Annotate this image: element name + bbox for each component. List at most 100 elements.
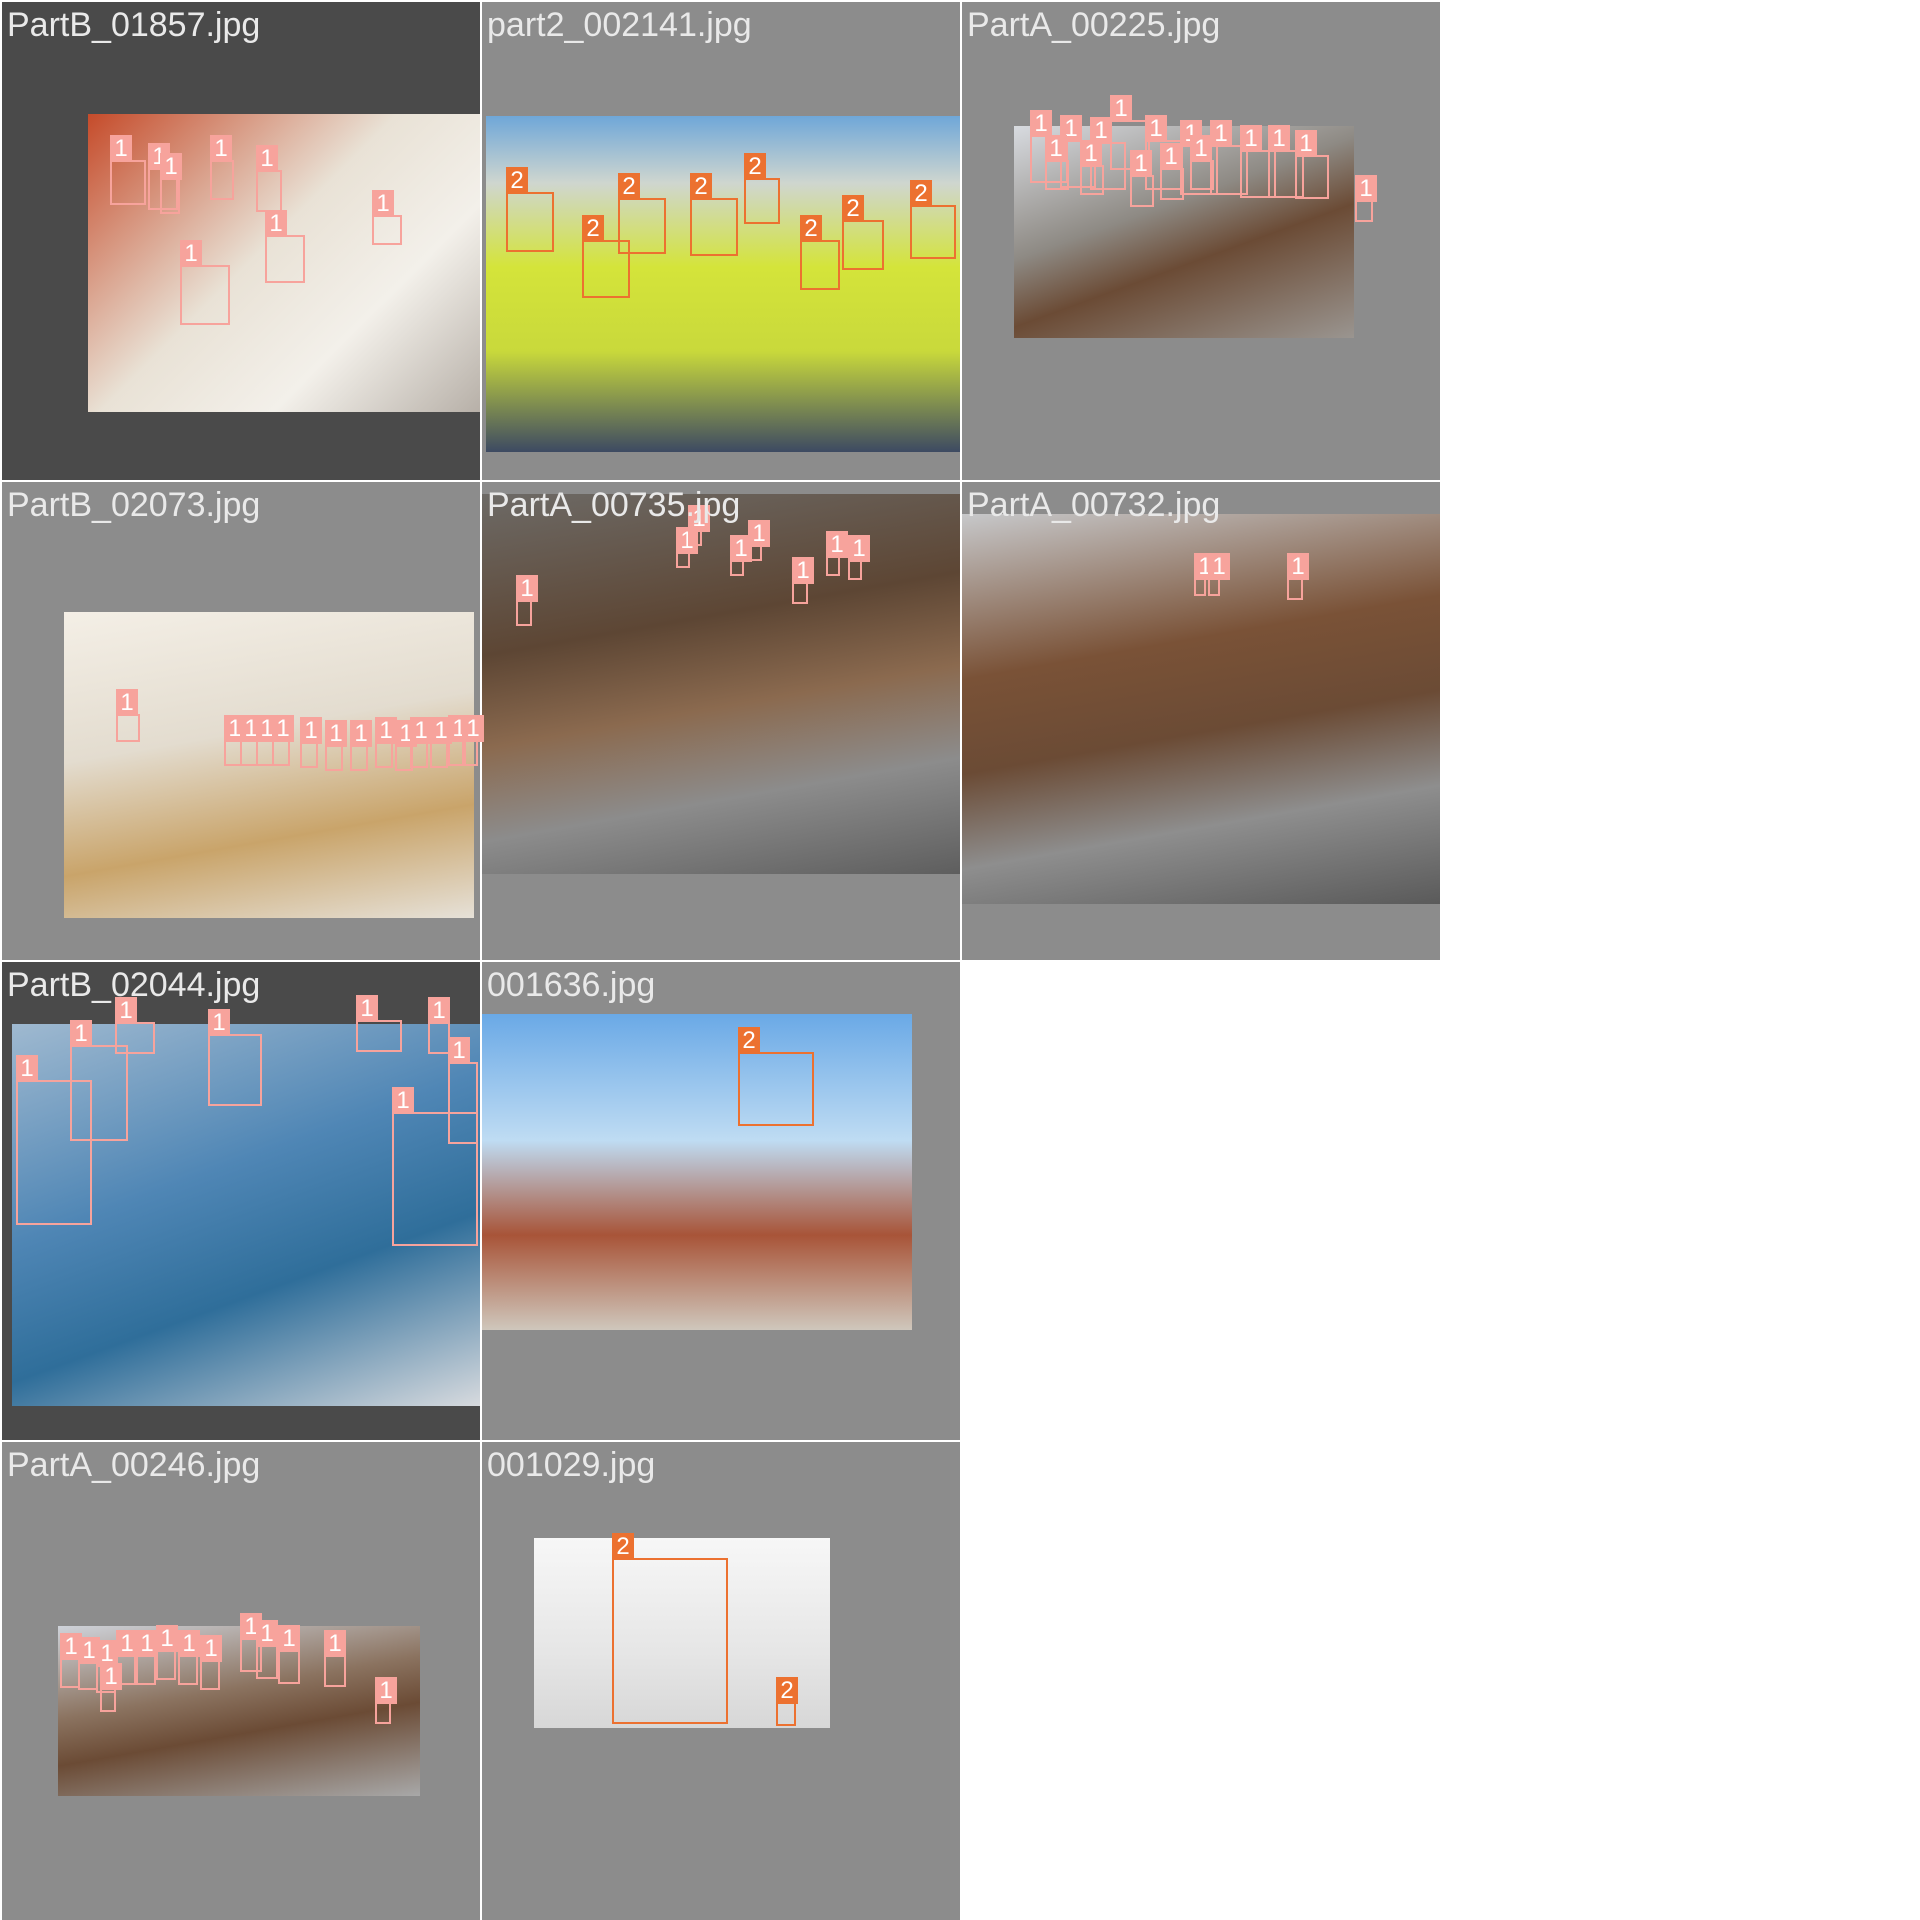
box-class-label: 1 <box>1190 135 1212 162</box>
bounding-box-class-1: 1 <box>848 535 870 580</box>
bounding-box-class-2: 2 <box>618 173 666 254</box>
box-class-label: 1 <box>156 1625 178 1652</box>
bounding-box-class-2: 2 <box>776 1677 798 1726</box>
bounding-box-class-1: 1 <box>324 1630 346 1687</box>
box-class-label: 1 <box>16 1055 38 1082</box>
box-class-label: 1 <box>272 715 294 742</box>
box-class-label: 1 <box>78 1637 100 1664</box>
box-class-label: 2 <box>618 173 640 200</box>
bounding-box-class-1: 1 <box>116 1630 138 1685</box>
bounding-box-class-1: 1 <box>1045 135 1069 190</box>
image-tile[interactable]: PartB_01857.jpg <box>2 2 480 480</box>
bounding-box-class-1: 1 <box>428 997 450 1054</box>
image-tile[interactable]: PartA_00225.jpg <box>962 2 1440 480</box>
box-class-label: 1 <box>410 717 432 744</box>
bounding-box-class-1: 1 <box>350 720 372 771</box>
box-class-label: 2 <box>842 195 864 222</box>
bounding-box-class-1: 1 <box>156 1625 178 1680</box>
box-class-label: 1 <box>676 527 698 554</box>
box-class-label: 1 <box>300 717 322 744</box>
box-class-label: 1 <box>325 720 347 747</box>
box-class-label: 1 <box>100 1663 122 1690</box>
bounding-box-class-2: 2 <box>738 1027 814 1126</box>
box-class-label: 2 <box>582 215 604 242</box>
box-class-label: 1 <box>516 575 538 602</box>
bounding-box-class-1: 1 <box>688 505 710 546</box>
bounding-box-class-1: 1 <box>356 995 402 1052</box>
box-class-label: 1 <box>1110 95 1132 122</box>
box-class-label: 1 <box>792 557 814 584</box>
box-class-label: 1 <box>180 240 202 267</box>
bounding-box-class-2: 2 <box>842 195 884 270</box>
bounding-box-class-1: 1 <box>60 1633 82 1688</box>
bounding-box-class-1: 1 <box>462 715 484 766</box>
box-class-label: 1 <box>115 997 137 1024</box>
bounding-box-class-1: 1 <box>272 715 294 766</box>
bounding-box-class-1: 1 <box>410 717 432 768</box>
box-class-label: 1 <box>1160 143 1182 170</box>
image-tile[interactable]: part2_002141.jpg <box>482 2 960 480</box>
box-class-label: 1 <box>200 1635 222 1662</box>
image-tile[interactable]: PartA_00735.jpg <box>482 482 960 960</box>
bounding-box-class-2: 2 <box>612 1533 728 1724</box>
bounding-box-class-1: 1 <box>792 557 814 604</box>
box-class-label: 1 <box>1090 117 1112 144</box>
box-class-label: 1 <box>324 1630 346 1657</box>
bounding-box-class-1: 1 <box>1295 130 1329 199</box>
box-class-label: 1 <box>848 535 870 562</box>
box-class-label: 1 <box>462 715 484 742</box>
bounding-box-class-2: 2 <box>690 173 738 256</box>
tile-photo <box>482 1014 912 1330</box>
tile-filename: part2_002141.jpg <box>487 6 752 44</box>
bounding-box-class-1: 1 <box>100 1663 122 1712</box>
image-tile[interactable]: 001029.jpg <box>482 1442 960 1920</box>
box-class-label: 1 <box>210 135 232 162</box>
image-tile[interactable]: PartA_00732.jpg <box>962 482 1440 960</box>
bounding-box-class-2: 2 <box>506 167 554 252</box>
bounding-box-class-1: 1 <box>375 717 397 768</box>
bounding-box-class-1: 1 <box>1194 553 1216 596</box>
bounding-box-class-1: 1 <box>265 210 305 283</box>
box-class-label: 1 <box>392 1087 414 1114</box>
box-class-label: 1 <box>826 531 848 558</box>
box-class-label: 1 <box>60 1633 82 1660</box>
box-class-label: 1 <box>110 135 132 162</box>
box-class-label: 1 <box>1080 140 1102 167</box>
bounding-box-class-1: 1 <box>278 1625 300 1684</box>
bounding-box-class-1: 1 <box>1208 553 1230 596</box>
bounding-box-class-1: 1 <box>325 720 347 771</box>
box-class-label: 1 <box>256 1620 278 1647</box>
box-class-label: 1 <box>1295 130 1317 157</box>
box-class-label: 2 <box>744 153 766 180</box>
tile-photo <box>1014 126 1354 338</box>
bounding-box-class-1: 1 <box>1190 135 1214 190</box>
box-class-label: 1 <box>748 520 770 547</box>
bounding-box-class-1: 1 <box>1130 150 1154 207</box>
tile-filename: 001636.jpg <box>487 966 656 1004</box>
bounding-box-class-1: 1 <box>70 1020 128 1141</box>
image-tile[interactable]: 001636.jpg <box>482 962 960 1440</box>
box-class-label: 1 <box>160 153 182 180</box>
bounding-box-class-1: 1 <box>208 1009 262 1106</box>
bounding-box-class-1: 1 <box>1160 143 1184 200</box>
bounding-box-class-1: 1 <box>78 1637 100 1690</box>
box-class-label: 1 <box>1030 110 1052 137</box>
bounding-box-class-1: 1 <box>136 1630 158 1685</box>
bounding-box-class-1: 1 <box>1240 125 1276 198</box>
box-class-label: 1 <box>375 717 397 744</box>
box-class-label: 1 <box>356 995 378 1022</box>
bounding-box-class-1: 1 <box>392 1087 478 1246</box>
tile-photo <box>486 116 960 452</box>
bounding-box-class-1: 1 <box>110 135 146 205</box>
box-class-label: 1 <box>278 1625 300 1652</box>
bounding-box-class-1: 1 <box>210 135 234 200</box>
bounding-box-class-1: 1 <box>676 527 698 568</box>
box-class-label: 1 <box>1355 175 1377 202</box>
box-class-label: 1 <box>256 145 278 172</box>
tile-photo <box>482 494 960 874</box>
box-class-label: 2 <box>800 215 822 242</box>
box-class-label: 2 <box>776 1677 798 1704</box>
box-class-label: 1 <box>1045 135 1067 162</box>
bounding-box-class-2: 2 <box>800 215 840 290</box>
image-tile[interactable]: PartA_00246.jpg <box>2 1442 480 1920</box>
